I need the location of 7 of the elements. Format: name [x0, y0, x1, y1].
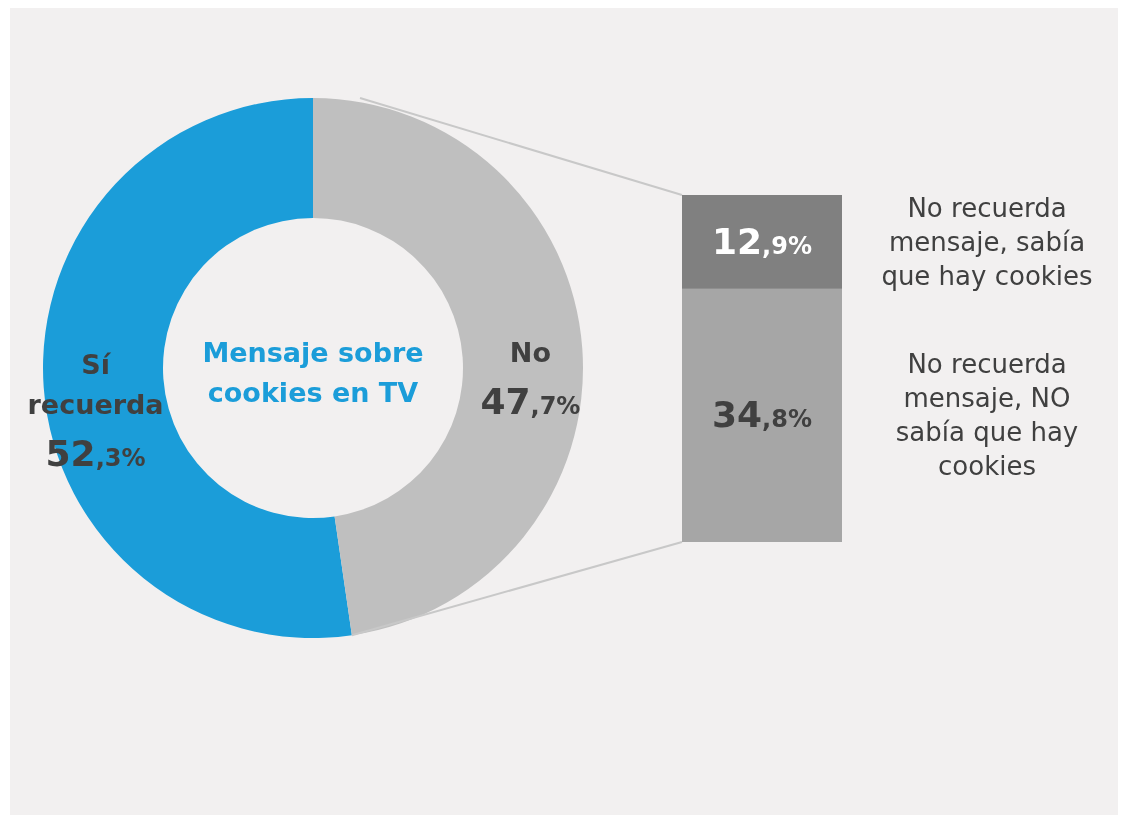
- slice-label: No: [509, 337, 552, 369]
- text: No recuerda mensaje, NO sabía que hay cookies: [895, 349, 1079, 482]
- series-label: No recuerda mensaje, sabía que hay cookies: [881, 192, 1093, 291]
- text: Mensaje sobre cookies en TV: [202, 337, 424, 408]
- data-label: 47,7%: [480, 381, 581, 423]
- data-label: 34,8%: [712, 394, 812, 436]
- data-label: 12,9%: [712, 220, 812, 262]
